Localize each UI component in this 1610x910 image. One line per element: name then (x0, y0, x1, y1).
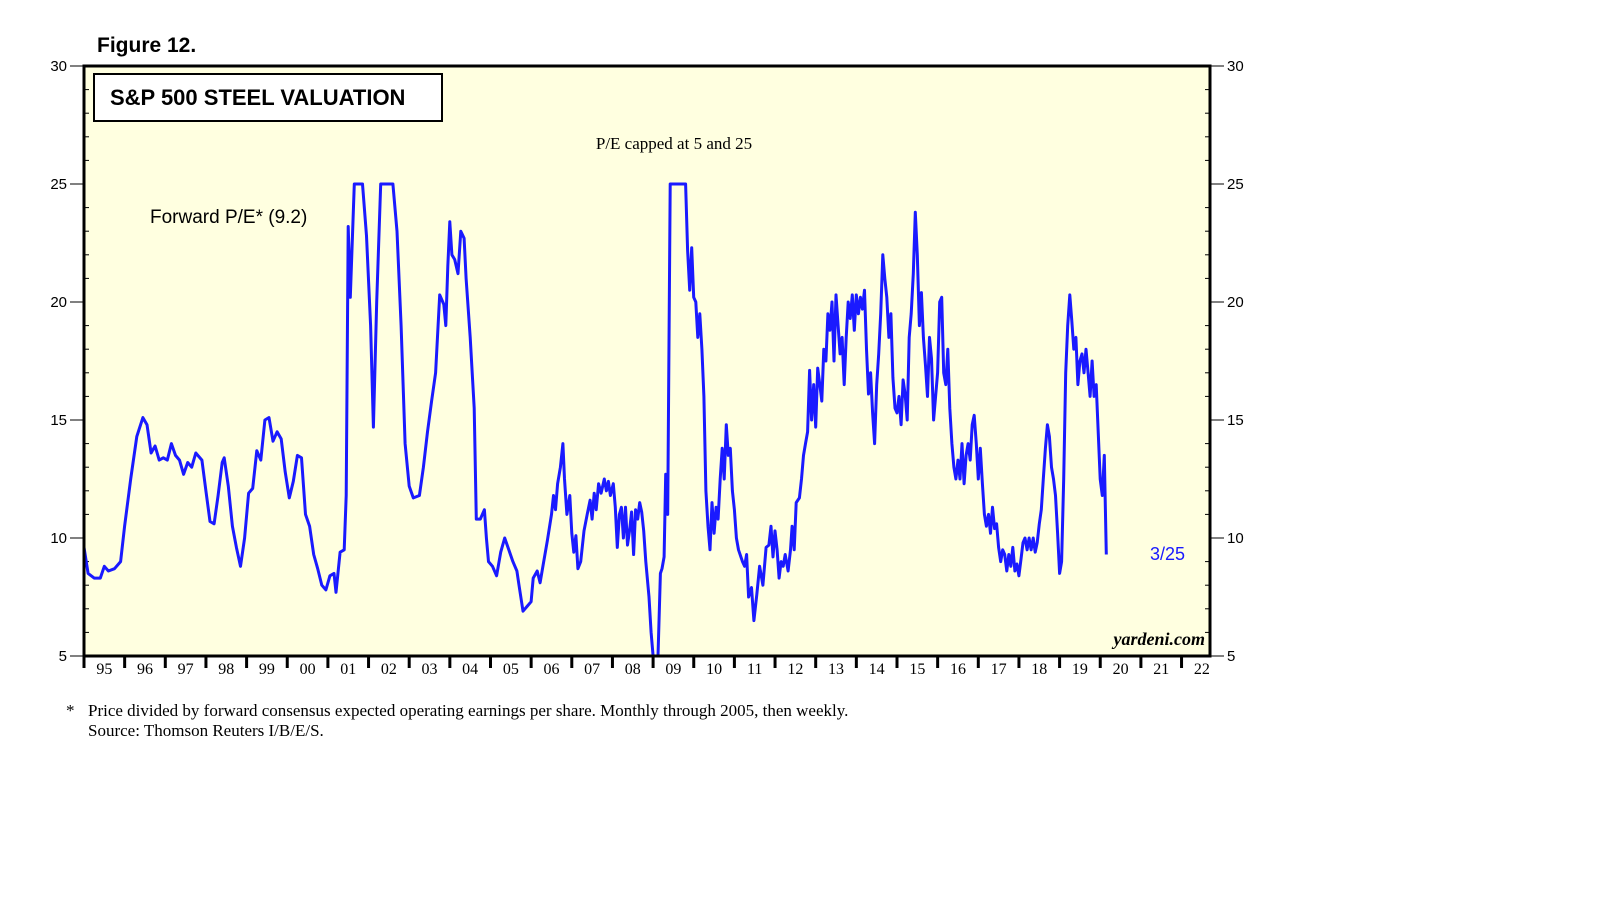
x-tick-label: 99 (259, 661, 275, 678)
x-tick-label: 11 (747, 661, 762, 678)
y-tick-label-right: 25 (1227, 176, 1244, 193)
series-layer (82, 182, 1108, 658)
x-tick-label: 20 (1113, 661, 1129, 678)
x-tick-label: 16 (950, 661, 966, 678)
x-tick-label: 96 (137, 661, 153, 678)
title-box: S&P 500 STEEL VALUATION (93, 73, 443, 122)
y-tick-label-left: 15 (50, 412, 67, 429)
y-tick-label-left: 30 (50, 58, 67, 75)
y-axis-right: 5 10 15 20 25 30 (1210, 58, 1244, 665)
x-tick-label: 03 (422, 661, 438, 678)
footnote-line-1: Price divided by forward consensus expec… (88, 701, 848, 720)
x-tick-label: 08 (625, 661, 641, 678)
y-tick-label-right: 5 (1227, 648, 1235, 665)
series-label: Forward P/E* (9.2) (150, 207, 307, 228)
footnote-line-2: Source: Thomson Reuters I/B/E/S. (88, 721, 324, 740)
x-tick-label: 14 (869, 661, 885, 678)
x-tick-label: 06 (543, 661, 559, 678)
x-tick-label: 17 (991, 661, 1007, 678)
y-tick-label-right: 30 (1227, 58, 1244, 75)
chart-title: S&P 500 STEEL VALUATION (110, 85, 405, 110)
x-tick-label: 95 (96, 661, 112, 678)
x-tick-label: 13 (828, 661, 844, 678)
y-tick-label-right: 20 (1227, 294, 1244, 311)
x-tick-label: 09 (665, 661, 681, 678)
watermark: yardeni.com (1112, 629, 1206, 649)
x-tick-label: 01 (340, 661, 356, 678)
figure-label: Figure 12. (97, 34, 196, 57)
x-tick-label: 98 (218, 661, 234, 678)
x-tick-label: 15 (909, 661, 925, 678)
y-tick-label-left: 5 (59, 648, 67, 665)
x-tick-label: 04 (462, 661, 478, 678)
x-tick-label: 21 (1153, 661, 1169, 678)
y-tick-label-left: 25 (50, 176, 67, 193)
x-axis: 95 96 97 98 99 00 01 02 03 04 05 06 07 08 09 10 11 12 13 14… (82, 656, 1210, 678)
footnote-marker: * (66, 701, 75, 720)
y-tick-label-right: 15 (1227, 412, 1244, 429)
x-tick-label: 00 (300, 661, 316, 678)
y-axis-left: 5 10 15 20 25 30 (50, 58, 84, 665)
x-tick-label: 02 (381, 661, 397, 678)
plot-frame (82, 64, 1212, 658)
x-tick-label: 97 (178, 661, 194, 678)
y-tick-label-left: 20 (50, 294, 67, 311)
end-label: 3/25 (1150, 544, 1185, 564)
cap-note: P/E capped at 5 and 25 (596, 134, 752, 153)
y-tick-label-left: 10 (50, 530, 67, 547)
x-tick-label: 12 (787, 661, 803, 678)
x-tick-label: 07 (584, 661, 600, 678)
x-tick-label: 22 (1194, 661, 1210, 678)
series-line-forward-pe (82, 182, 1108, 658)
x-tick-label: 18 (1031, 661, 1047, 678)
x-tick-label: 19 (1072, 661, 1088, 678)
y-tick-label-right: 10 (1227, 530, 1244, 547)
x-tick-label: 05 (503, 661, 519, 678)
x-tick-label: 10 (706, 661, 722, 678)
